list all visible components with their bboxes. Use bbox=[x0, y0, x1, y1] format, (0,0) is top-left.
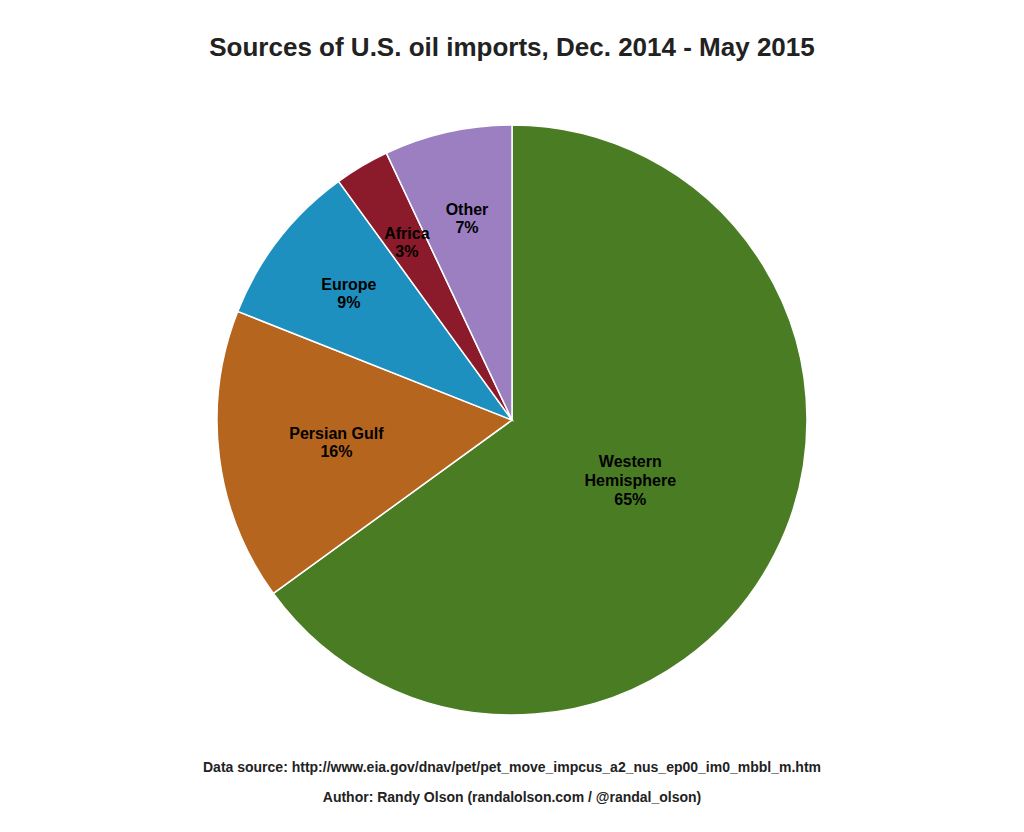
slice-label: Other bbox=[446, 200, 489, 217]
slice-label-line: Persian Gulf bbox=[289, 424, 384, 441]
data-label: 9% bbox=[337, 294, 360, 311]
slice-label-line: Western bbox=[599, 453, 662, 470]
title: Sources of U.S. oil imports, Dec. 2014 -… bbox=[209, 32, 814, 62]
chart: Sources of U.S. oil imports, Dec. 2014 -… bbox=[0, 0, 1024, 832]
data-label: 16% bbox=[320, 443, 352, 460]
slice-label: Persian Gulf bbox=[289, 424, 384, 441]
slice-label: Africa bbox=[384, 224, 429, 241]
pie bbox=[217, 125, 807, 715]
labels: Western Hemisphere 65% Persian Gulf 16% Europ… bbox=[289, 200, 676, 507]
slice-label-line: Hemisphere bbox=[584, 472, 676, 489]
footnote: Author: Randy Olson (randalolson.com / @… bbox=[323, 789, 701, 805]
data-label: 65% bbox=[614, 491, 646, 508]
slice-label-line: Europe bbox=[321, 275, 376, 292]
slice-label: Western Hemisphere bbox=[584, 453, 676, 489]
data-label: 7% bbox=[455, 219, 478, 236]
slice bbox=[386, 125, 512, 420]
slice-label-line: Africa bbox=[384, 224, 429, 241]
data-label: 3% bbox=[395, 243, 418, 260]
footnote: Data source: http://www.eia.gov/dnav/pet… bbox=[203, 759, 821, 775]
slice-label-line: Other bbox=[446, 200, 489, 217]
slice-label: Europe bbox=[321, 275, 376, 292]
